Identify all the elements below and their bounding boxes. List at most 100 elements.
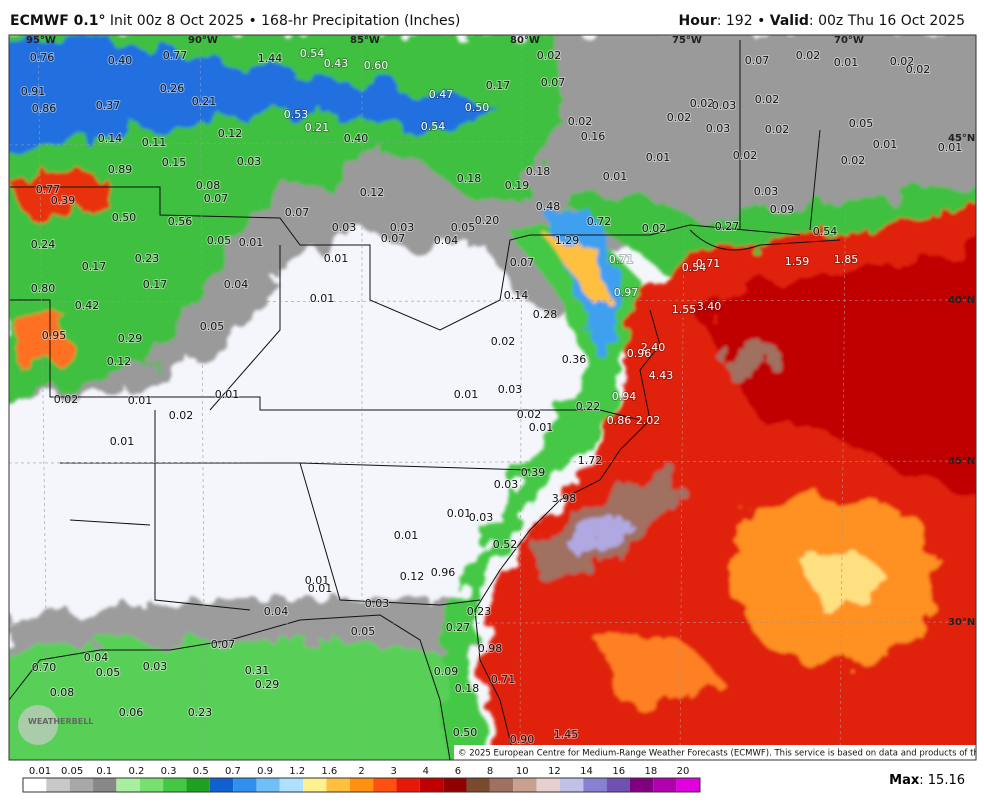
precip-value: 2.40 (641, 341, 666, 354)
precip-value: 0.12 (107, 355, 132, 368)
precip-value: 0.02 (755, 93, 780, 106)
precip-value: 0.70 (32, 661, 57, 674)
precip-value: 0.14 (504, 289, 529, 302)
precip-value: 0.54 (813, 225, 838, 238)
precip-value: 0.12 (360, 186, 385, 199)
precip-value: 0.98 (478, 642, 503, 655)
colorbar-tick: 0.01 (29, 766, 51, 777)
precip-value: 0.02 (568, 115, 593, 128)
precip-value: 0.11 (142, 136, 167, 149)
precip-value: 0.23 (188, 706, 213, 719)
precip-value: 0.03 (237, 155, 262, 168)
precip-value: 0.20 (475, 214, 500, 227)
colorbar-swatch (139, 778, 164, 792)
colorbar-tick: 0.1 (96, 766, 112, 777)
precip-value: 0.04 (224, 278, 249, 291)
precip-value: 0.71 (609, 253, 634, 266)
precip-value: 0.29 (118, 332, 143, 345)
colorbar-swatch (233, 778, 257, 792)
colorbar-swatch (93, 778, 117, 792)
precip-value: 0.05 (849, 117, 874, 130)
precip-value: 0.02 (796, 49, 821, 62)
colorbar-swatch (676, 778, 700, 792)
colorbar-swatch (349, 778, 374, 792)
precip-value: 0.01 (834, 56, 859, 69)
precip-value: 0.27 (446, 621, 471, 634)
precip-value: 0.76 (30, 51, 55, 64)
colorbar-tick: 0.9 (257, 766, 273, 777)
longitude-label: 90°W (188, 35, 218, 46)
colorbar-tick: 3 (390, 766, 396, 777)
precip-value: 0.86 (32, 102, 57, 115)
precip-value: 0.02 (642, 222, 667, 235)
geo-labels: 95°W 90°W 85°W 80°W 75°W 70°W 45°N 40°N 35°N 30°N (26, 35, 975, 628)
precip-value: 0.04 (434, 234, 459, 247)
precip-value: 0.02 (765, 123, 790, 136)
colorbar-tick: 2 (358, 766, 364, 777)
colorbar-swatch (186, 778, 210, 792)
latitude-label: 35°N (948, 456, 975, 467)
precip-value: 0.54 (300, 47, 325, 60)
valid: Hour: 192 • Valid: 00z Thu 16 Oct 2025 (679, 13, 965, 29)
precip-value: 0.07 (541, 76, 566, 89)
precip-value: 0.77 (163, 49, 188, 62)
colorbar-swatch (23, 778, 47, 792)
colorbar-tick: 18 (644, 766, 657, 777)
precip-value: 0.06 (119, 706, 144, 719)
precip-value: 0.90 (510, 733, 535, 746)
precip-value: 0.08 (50, 686, 75, 699)
precip-value: 0.02 (841, 154, 866, 167)
precip-value: 0.50 (453, 726, 478, 739)
colorbar-swatch (326, 778, 350, 792)
precip-value: 4.43 (649, 369, 674, 382)
colorbar-tick: 0.3 (161, 766, 177, 777)
precip-value: 0.03 (706, 122, 731, 135)
precip-value: 0.26 (160, 82, 185, 95)
latitude-label: 40°N (948, 295, 975, 306)
precip-value: 0.07 (285, 206, 310, 219)
precip-value: 0.23 (467, 605, 492, 618)
precip-value: 0.53 (284, 108, 309, 121)
precip-value: 0.01 (324, 252, 349, 265)
colorbar-swatch (116, 778, 140, 792)
precip-value: 0.03 (498, 383, 523, 396)
model: ECMWF 0.1° Init 00z 8 Oct 2025 • 168-hr … (10, 13, 460, 29)
precip-value: 0.21 (192, 95, 217, 108)
precip-value: 0.01 (305, 574, 330, 587)
precip-value: 0.02 (890, 55, 915, 68)
precip-value: 0.01 (873, 138, 898, 151)
precip-value: 0.24 (31, 238, 56, 251)
precip-value: 0.22 (576, 400, 601, 413)
colorbar-swatch (69, 778, 94, 792)
longitude-label: 75°W (672, 35, 702, 46)
precip-value: 1.85 (834, 253, 859, 266)
precip-value: 0.05 (451, 221, 476, 234)
precip-value: 0.03 (390, 221, 415, 234)
precip-value: 0.18 (455, 682, 480, 695)
colorbar-tick: 20 (677, 766, 690, 777)
colorbar-swatch (466, 778, 490, 792)
precip-value: 0.02 (517, 408, 542, 421)
colorbar-tick: 1.6 (321, 766, 337, 777)
precip-value: 0.71 (491, 673, 516, 686)
precip-value: 0.01 (447, 507, 472, 520)
precip-value: 0.01 (529, 421, 554, 434)
map: 0.76 0.40 0.77 1.44 0.540.43 0.600.020.91 0.26… (9, 35, 976, 760)
colorbar-tick: 0.05 (61, 766, 83, 777)
precip-value: 0.89 (108, 163, 133, 176)
precip-value: 0.28 (533, 308, 558, 321)
precip-value: 0.01 (310, 292, 335, 305)
map-frame (8, 34, 977, 761)
precip-value: 3.40 (697, 300, 722, 313)
precip-value: 0.02 (690, 97, 715, 110)
precip-value: 0.03 (143, 660, 168, 673)
precip-value: 0.91 (21, 85, 46, 98)
colorbar-tick: 0.7 (225, 766, 241, 777)
precip-value: 0.29 (255, 678, 280, 691)
colorbar-swatch (583, 778, 607, 792)
colorbar-swatch (489, 778, 514, 792)
colorbar-swatch (373, 778, 397, 792)
precip-value: 0.05 (207, 234, 232, 247)
precip-value: 0.39 (521, 466, 546, 479)
precip-value: 1.59 (785, 255, 810, 268)
